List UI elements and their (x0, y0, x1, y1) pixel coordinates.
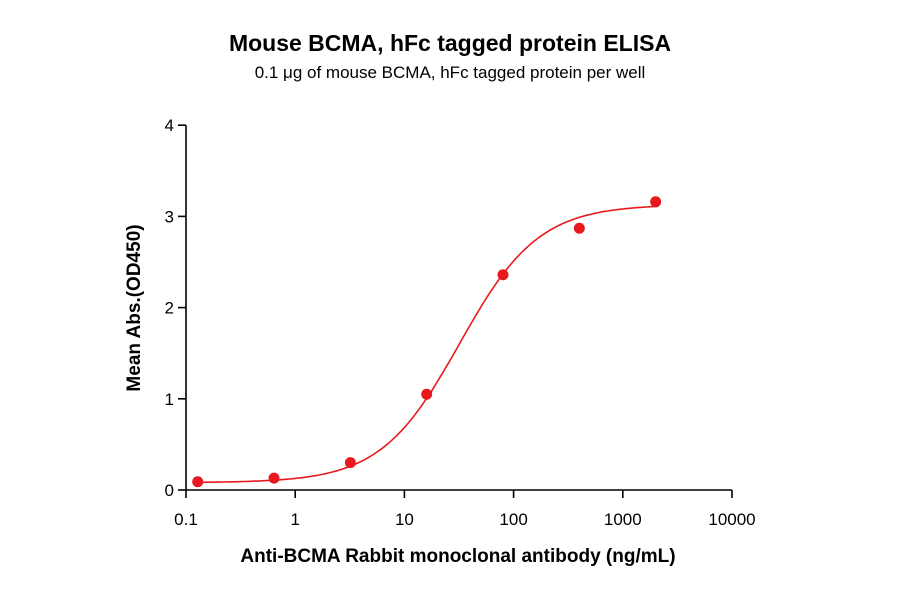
y-tick-label: 2 (165, 299, 174, 318)
x-tick-label: 100 (499, 510, 527, 529)
data-point (421, 388, 433, 400)
data-point (344, 457, 356, 469)
x-tick-label: 1 (290, 510, 299, 529)
x-tick-label: 1000 (604, 510, 642, 529)
data-point (268, 472, 280, 484)
data-points (192, 196, 662, 488)
x-tick-label: 0.1 (174, 510, 198, 529)
y-tick-label: 4 (165, 116, 174, 135)
data-point (573, 222, 585, 234)
axes: 0.1 1 10 100 1000 10000 0 1 2 3 4 (165, 116, 756, 529)
y-tick-label: 0 (165, 481, 174, 500)
x-tick-label: 10000 (708, 510, 755, 529)
y-tick-label: 1 (165, 390, 174, 409)
data-point (192, 476, 204, 488)
chart-title: Mouse BCMA, hFc tagged protein ELISA (228, 30, 672, 56)
fit-curve (197, 205, 656, 484)
data-point (497, 269, 509, 281)
x-tick-label: 10 (395, 510, 414, 529)
fit-curve-group (197, 205, 656, 484)
x-axis-label: Anti-BCMA Rabbit monoclonal antibody (ng… (240, 546, 675, 567)
y-tick-label: 3 (165, 207, 174, 226)
y-axis-label: Mean Abs.(OD450) (124, 224, 145, 391)
chart-subtitle: 0.1 μg of mouse BCMA, hFc tagged protein… (254, 63, 646, 82)
data-point (650, 196, 662, 208)
